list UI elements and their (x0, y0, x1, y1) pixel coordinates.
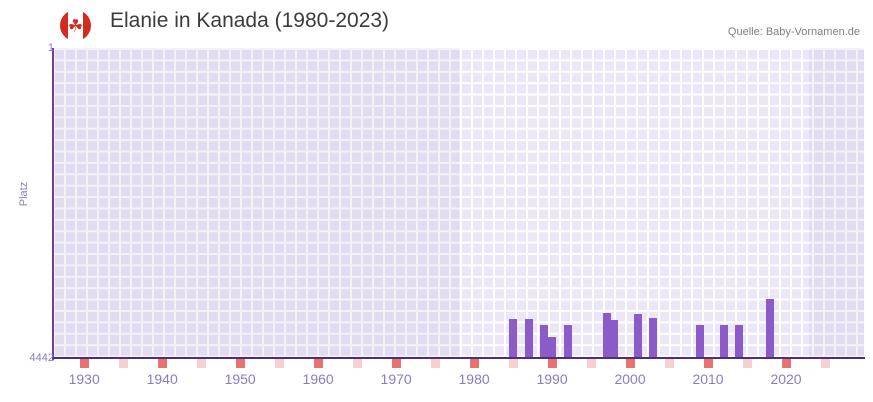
x-axis-tick-label: 1960 (302, 371, 334, 387)
bar[interactable] (649, 318, 658, 358)
x-axis-tick-label: 1930 (68, 371, 100, 387)
page-title: Elanie in Kanada (1980-2023) (110, 9, 390, 32)
x-axis-tick-label: 1990 (536, 371, 568, 387)
chart-plot-area (53, 48, 864, 358)
x-axis-tick-label: 1970 (380, 371, 412, 387)
x-axis-tick-minor (119, 359, 129, 368)
x-axis-tick-major (314, 359, 324, 368)
bar[interactable] (610, 320, 619, 358)
bar[interactable] (633, 313, 642, 358)
shaded-region (53, 48, 459, 358)
bar[interactable] (766, 299, 775, 358)
flag-band-right (82, 10, 91, 41)
bar[interactable] (524, 319, 533, 358)
chart-header: ☘ Elanie in Kanada (1980-2023) Quelle: B… (0, 0, 873, 46)
x-axis-tick-minor (665, 359, 675, 368)
x-axis-tick-label: 2000 (614, 371, 646, 387)
y-axis-title: Platz (18, 181, 30, 207)
y-axis-tick-top: 1 (47, 42, 54, 54)
bar[interactable] (548, 336, 557, 358)
x-axis-tick-major (236, 359, 246, 368)
y-axis-line (52, 48, 54, 360)
x-axis-tick-major (782, 359, 792, 368)
x-axis-tick-minor (743, 359, 753, 368)
x-axis-line (53, 357, 865, 359)
x-axis-tick-major (80, 359, 90, 368)
shaded-region (809, 48, 864, 358)
x-axis-tick-major (626, 359, 636, 368)
bar[interactable] (563, 325, 572, 358)
x-axis-tick-label: 1940 (146, 371, 178, 387)
x-axis-tick-minor (353, 359, 363, 368)
x-axis-tick-minor (275, 359, 285, 368)
bar[interactable] (540, 325, 549, 358)
x-axis-tick-major (158, 359, 168, 368)
x-axis-tick-label: 2020 (770, 371, 802, 387)
x-axis-tick-minor (587, 359, 597, 368)
x-axis-tick-minor (821, 359, 830, 368)
flag-band-left (60, 10, 69, 41)
bar[interactable] (735, 325, 744, 358)
x-axis-tick-minor (197, 359, 207, 368)
x-axis-tick-minor (509, 359, 519, 368)
x-axis-tick-minor (431, 359, 441, 368)
bar[interactable] (509, 319, 518, 358)
bar[interactable] (719, 325, 728, 358)
source-attribution: Quelle: Baby-Vornamen.de (727, 26, 860, 38)
maple-leaf-icon: ☘ (67, 16, 84, 35)
x-axis-tick-major (548, 359, 558, 368)
y-axis-tick-bottom: 4442 (29, 352, 54, 364)
canada-flag-icon: ☘ (60, 10, 91, 41)
bar[interactable] (696, 325, 705, 358)
x-axis-tick-major (704, 359, 714, 368)
x-axis-tick-label: 2010 (692, 371, 724, 387)
x-axis-tick-major (470, 359, 480, 368)
x-axis-tick-label: 1950 (224, 371, 256, 387)
x-axis-tick-major (392, 359, 402, 368)
bar[interactable] (602, 313, 611, 358)
grid-lines (53, 48, 864, 358)
x-axis-tick-label: 1980 (458, 371, 490, 387)
